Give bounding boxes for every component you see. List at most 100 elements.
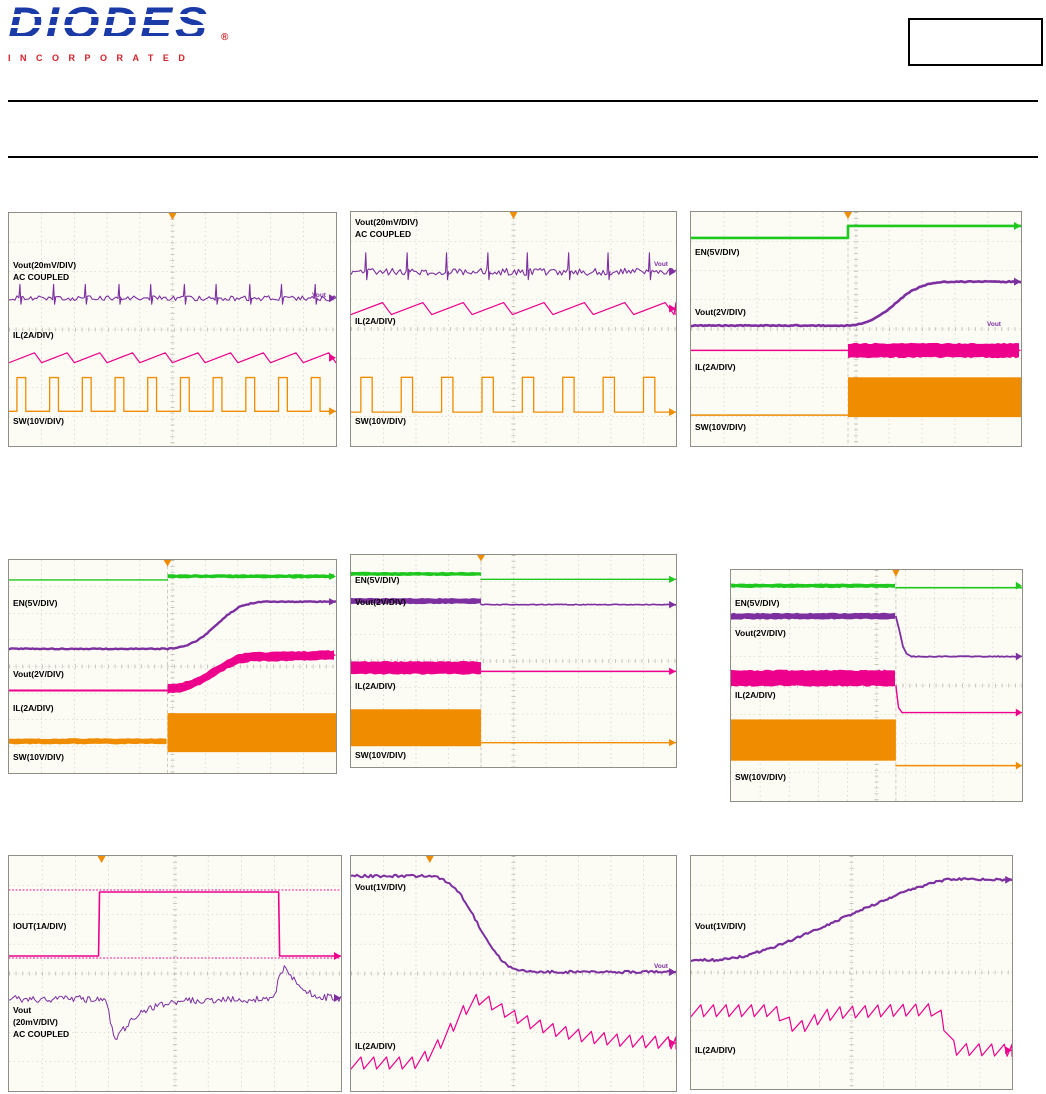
trace-label: SW(10V/DIV) [355,416,407,426]
trace-label: IOUT(1A/DIV) [13,921,67,931]
trigger-marker-icon [97,856,106,863]
trace-label: Vout(1V/DIV) [355,882,406,892]
trace-label: EN(5V/DIV) [735,598,780,608]
magenta-channel-marker-icon [329,353,336,362]
sw-trace [848,377,1021,418]
en-trace [691,226,1021,238]
vout-post-trace [481,604,676,605]
sw-trace [9,378,336,412]
trace-label: EN(5V/DIV) [355,575,400,585]
trace-label: EN(5V/DIV) [13,598,58,608]
orange-channel-marker-icon [1014,393,1021,402]
trace-label: IL(2A/DIV) [13,330,54,340]
trigger-marker-icon [168,213,177,220]
scope-panel-enable-shutdown: EN(5V/DIV) Vout(2V/DIV) IL(2A/DIV) SW(10V/D… [350,554,677,768]
il-trace [9,353,336,363]
trace-label: AC COUPLED [355,229,412,239]
magenta-channel-marker-icon [669,1039,676,1047]
vout-trace [351,253,676,280]
oscilloscope-capture [731,570,1022,801]
vout-post-trace [896,617,1021,657]
logo-stripe [8,14,220,17]
registered-trademark-icon: ® [221,32,229,43]
vout-trace [731,612,896,620]
trace-label: AC COUPLED [13,272,70,282]
oscilloscope-capture [351,856,676,1091]
trigger-marker-icon [509,212,518,219]
trace-label: Vout(2V/DIV) [695,307,746,317]
purple-channel-marker-icon [329,598,336,606]
trigger-marker-icon [844,212,852,219]
il-trace [848,342,1019,359]
logo-stripe [8,36,220,39]
purple-channel-marker-icon [1015,652,1022,661]
trace-label: IL(2A/DIV) [355,1041,396,1051]
scope-panel-enable-startup: EN(5V/DIV) Vout(2V/DIV) IL(2A/DIV) SW(10V/D… [690,211,1022,447]
magenta-channel-marker-icon [1014,346,1021,355]
purple-channel-marker-icon [669,968,676,976]
graticule [351,212,676,446]
vout-trace [351,875,676,973]
trace-label: IL(2A/DIV) [735,690,776,700]
magenta-channel-marker-icon [669,304,676,313]
scope-panel-output-discharge: EN(5V/DIV) Vout(2V/DIV) IL(2A/DIV) SW(10V/D… [730,569,1023,802]
scope-panel-vout-rising-transition: Vout(1V/DIV) IL(2A/DIV) [690,855,1013,1090]
trace-label: SW(10V/DIV) [695,422,747,432]
il-trace [351,303,676,315]
sw-trace [351,709,481,747]
purple-channel-marker-icon [1014,277,1021,286]
edge-trace-label: Vout [312,292,326,299]
trace-label: Vout(20mV/DIV) [13,260,77,270]
trace-label: Vout(2V/DIV) [355,597,406,607]
il-post-trace [896,686,1022,713]
trace-label: Vout [13,1005,32,1015]
green-channel-marker-icon [669,575,676,583]
graticule [691,856,1012,1089]
vout-trace [9,601,336,649]
orange-channel-marker-icon [1015,761,1022,770]
orange-channel-marker-icon [669,408,676,417]
trace-label: IL(2A/DIV) [695,362,736,372]
en-trace [351,571,481,577]
graticule [9,856,341,1091]
trace-label: IL(2A/DIV) [355,681,396,691]
trace-label: (20mV/DIV) [13,1017,58,1027]
scope-panel-output-ripple-1: Vout(20mV/DIV) AC COUPLED IL(2A/DIV) SW(10V… [8,212,337,447]
trace-label: SW(10V/DIV) [13,752,65,762]
sw-trace [731,719,896,761]
orange-channel-marker-icon [329,728,336,736]
header-rule-top [8,100,1038,102]
il-trace [351,660,481,675]
magenta-channel-marker-icon [669,667,676,675]
magenta-channel-marker-icon [329,651,336,659]
vout-trace [9,284,336,304]
trace-label: EN(5V/DIV) [695,247,740,257]
il-trace [351,994,676,1069]
edge-trace-label: Vout [987,321,1001,328]
en-trace [731,583,896,589]
trigger-marker-icon [425,856,434,863]
vout-trace [691,878,1012,961]
diodes-logo: DIODES ® INCORPORATED [8,2,248,74]
oscilloscope-capture [691,212,1021,446]
edge-trace-label: Vout [654,261,668,268]
purple-channel-marker-icon [669,601,676,609]
il-trace [167,650,335,694]
trace-label: SW(10V/DIV) [735,772,787,782]
trace-label: Vout(20mV/DIV) [355,217,419,227]
green-channel-marker-icon [1014,221,1021,230]
header-rule-bottom [8,156,1038,158]
logo-stripe [8,25,220,28]
vout-trace [691,281,1021,326]
part-number-box [908,18,1043,66]
sw-pre-trace [9,738,167,745]
green-channel-marker-icon [1015,581,1022,590]
oscilloscope-capture [9,213,336,446]
trace-label: IL(2A/DIV) [695,1045,736,1055]
sw-trace [351,377,676,412]
edge-trace-label: Vout [654,963,668,970]
orange-channel-marker-icon [329,407,336,416]
scope-panel-load-transient: IOUT(1A/DIV) Vout (20mV/DIV) AC COUPLED [8,855,342,1092]
scope-panel-vout-falling-transition: Vout(1V/DIV) IL(2A/DIV) Vout [350,855,677,1092]
il-cursor-arrow-icon [849,344,860,357]
